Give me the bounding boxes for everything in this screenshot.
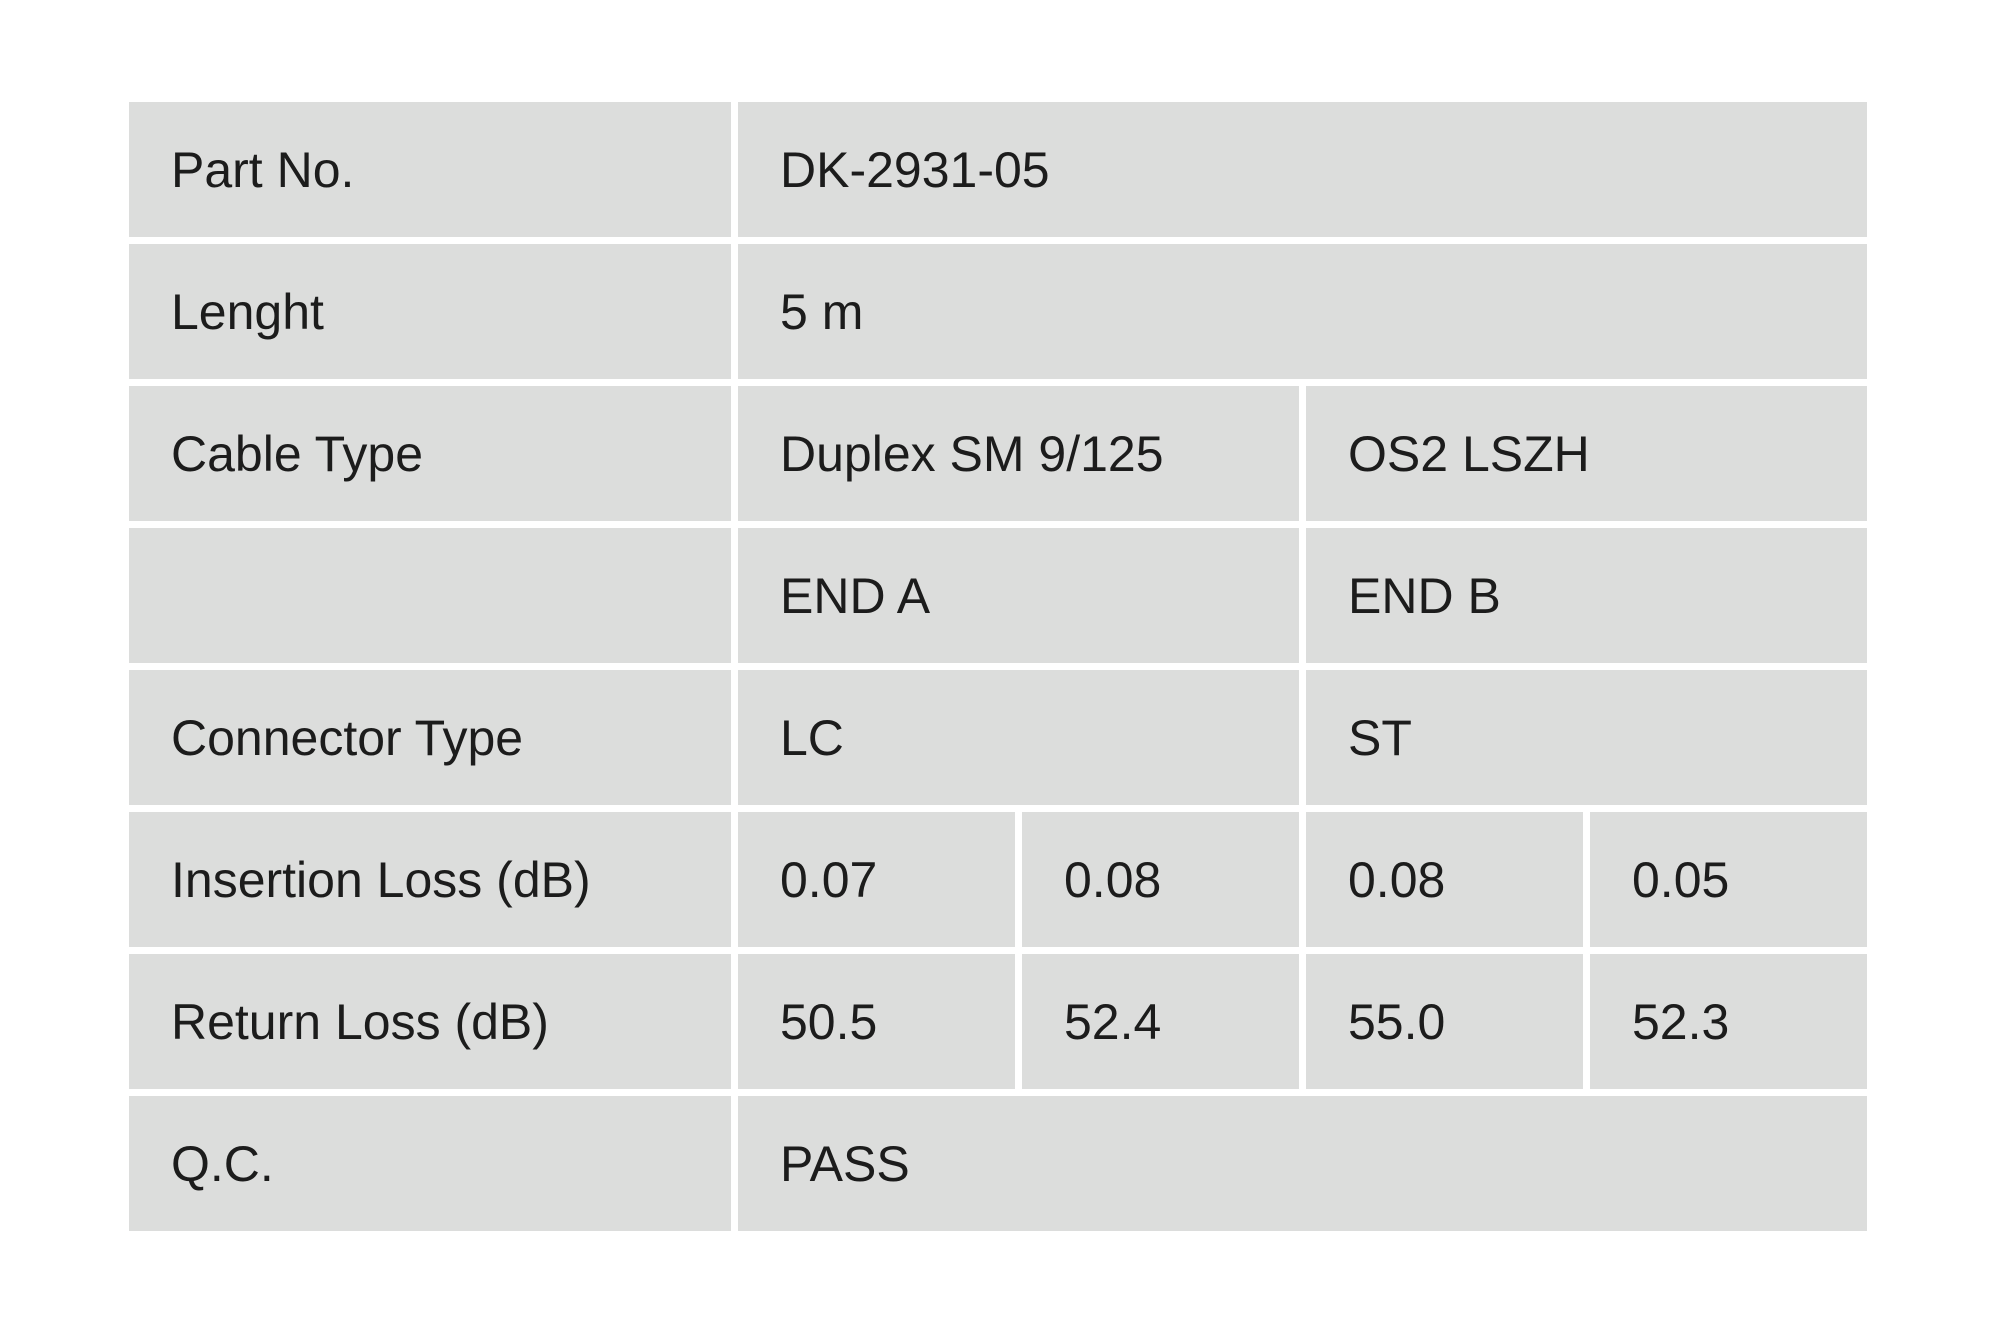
row-label: Connector Type: [129, 670, 731, 805]
row-value: 52.3: [1590, 954, 1867, 1089]
row-value: 50.5: [738, 954, 1015, 1089]
row-label: Q.C.: [129, 1096, 731, 1231]
row-value: 0.08: [1022, 812, 1299, 947]
row-value: 5 m: [738, 244, 1867, 379]
row-value: Duplex SM 9/125: [738, 386, 1299, 521]
row-value: END A: [738, 528, 1299, 663]
row-label: Insertion Loss (dB): [129, 812, 731, 947]
row-value: END B: [1306, 528, 1867, 663]
row-value: 0.08: [1306, 812, 1583, 947]
row-value: 0.07: [738, 812, 1015, 947]
row-value: ST: [1306, 670, 1867, 805]
spec-table: Part No. DK-2931-05 Lenght 5 m Cable Type Dup…: [129, 102, 1867, 1231]
row-value: PASS: [738, 1096, 1867, 1231]
row-label: Cable Type: [129, 386, 731, 521]
row-value: 55.0: [1306, 954, 1583, 1089]
row-label: Return Loss (dB): [129, 954, 731, 1089]
row-label: Lenght: [129, 244, 731, 379]
row-value: OS2 LSZH: [1306, 386, 1867, 521]
row-value: LC: [738, 670, 1299, 805]
row-value: 52.4: [1022, 954, 1299, 1089]
row-label: Part No.: [129, 102, 731, 237]
row-value: 0.05: [1590, 812, 1867, 947]
row-value: DK-2931-05: [738, 102, 1867, 237]
row-label: [129, 528, 731, 663]
